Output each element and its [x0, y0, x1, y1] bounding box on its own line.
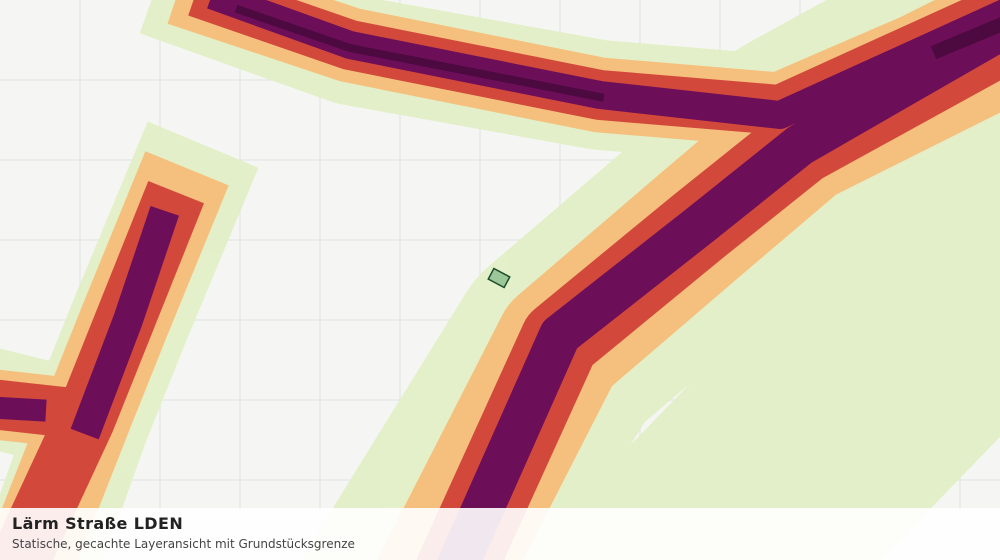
legend-panel: Lärm Straße LDEN Statische, gecachte Lay…	[0, 508, 1000, 560]
layer-subtitle: Statische, gecachte Layeransicht mit Gru…	[12, 537, 355, 551]
layer-title: Lärm Straße LDEN	[12, 514, 184, 533]
parcel-boundary[interactable]	[487, 267, 511, 289]
